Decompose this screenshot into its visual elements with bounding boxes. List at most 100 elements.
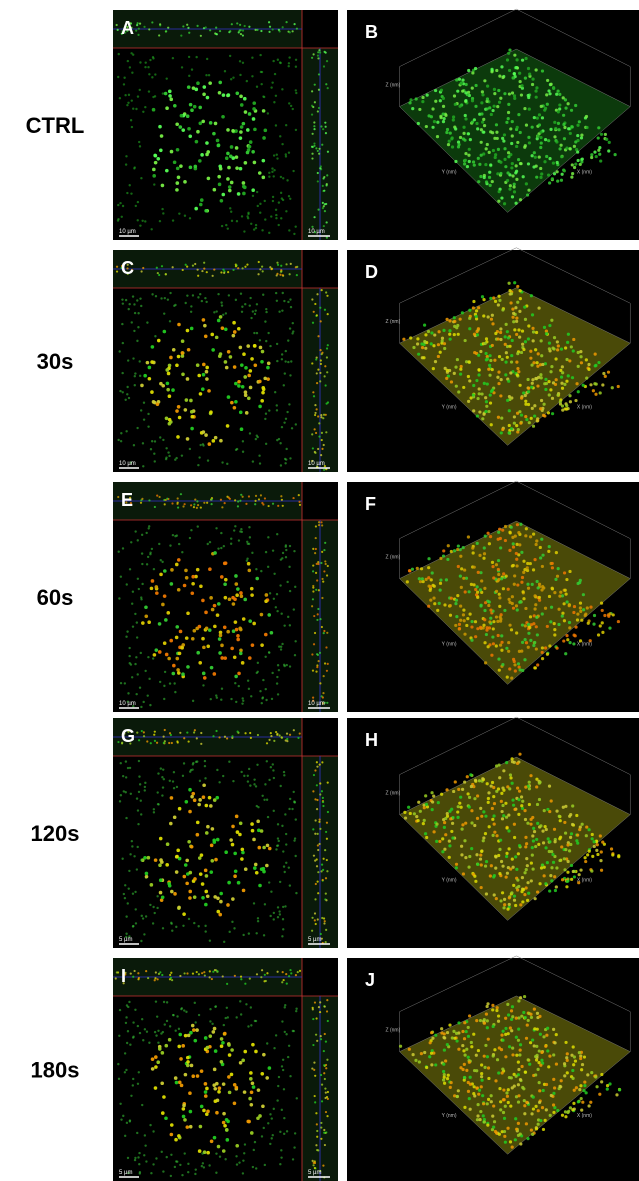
cell [581, 823, 584, 826]
cell [268, 232, 270, 234]
cell [137, 539, 139, 541]
cell [539, 546, 542, 549]
cell [274, 73, 276, 75]
cell [568, 570, 571, 573]
cell [541, 612, 544, 615]
cell [478, 369, 481, 372]
cell [283, 300, 285, 302]
cell [547, 1065, 550, 1068]
cell [575, 382, 578, 385]
cell [285, 448, 287, 450]
cell [460, 365, 463, 368]
cell [317, 881, 319, 883]
cell [519, 1142, 522, 1145]
cell [250, 593, 254, 597]
cell [546, 1027, 549, 1030]
cell [490, 113, 493, 116]
cell [226, 496, 228, 498]
cell [269, 26, 271, 28]
cell [235, 1155, 237, 1157]
cell [190, 311, 192, 313]
cell [117, 1063, 119, 1065]
cell [487, 1098, 490, 1101]
cell [260, 399, 264, 403]
cell [231, 129, 235, 133]
cell [529, 774, 532, 777]
cell [320, 1126, 322, 1128]
cell [323, 570, 325, 572]
cell [249, 1071, 253, 1075]
cell [440, 116, 443, 119]
cell [427, 330, 430, 333]
cell [607, 149, 610, 152]
cell [150, 448, 152, 450]
cell [517, 1134, 520, 1137]
cell [142, 442, 144, 444]
cell [235, 628, 239, 632]
cell [317, 613, 319, 615]
cell [147, 694, 149, 696]
cell [212, 1030, 216, 1034]
cell [152, 96, 154, 98]
cell [592, 389, 595, 392]
cell [316, 653, 318, 655]
cell [186, 1060, 190, 1064]
cell [519, 80, 522, 83]
cell [414, 1059, 417, 1062]
cell [206, 645, 210, 649]
cell [495, 563, 498, 566]
cell [517, 1122, 520, 1125]
cell [325, 893, 327, 895]
cell [220, 199, 224, 203]
cell [223, 1024, 225, 1026]
cell [506, 1003, 509, 1006]
cell [220, 532, 222, 534]
cell [320, 454, 322, 456]
cell [488, 354, 491, 357]
cell [253, 128, 257, 132]
cell [325, 52, 327, 54]
cell [618, 1088, 621, 1091]
cell [192, 1028, 196, 1032]
cell [499, 394, 502, 397]
cell [597, 361, 600, 364]
cell [224, 70, 226, 72]
cell [316, 372, 318, 374]
cell [266, 742, 268, 744]
cell [517, 531, 520, 534]
cell [314, 1167, 316, 1169]
cell [564, 1115, 567, 1118]
cell [227, 166, 231, 170]
cell [587, 1104, 590, 1107]
cell [149, 904, 151, 906]
cell [468, 309, 471, 312]
cell [279, 135, 281, 137]
cell [123, 83, 125, 85]
cell [319, 51, 321, 53]
cell [277, 971, 279, 973]
cell [475, 1054, 478, 1057]
cell [280, 646, 282, 648]
cell [497, 578, 500, 581]
cell [574, 104, 577, 107]
cell [276, 676, 278, 678]
cell [313, 311, 315, 313]
cell [517, 370, 520, 373]
cell [154, 506, 156, 508]
cell [500, 431, 503, 434]
cell [202, 92, 206, 96]
cell [233, 1083, 237, 1087]
cell [159, 971, 161, 973]
cell [313, 855, 315, 857]
cell [320, 125, 322, 127]
cell [313, 643, 315, 645]
cell [317, 51, 319, 53]
cell [491, 388, 494, 391]
cell [171, 388, 175, 392]
cell [327, 565, 329, 567]
cell [586, 853, 589, 856]
cell [462, 132, 465, 135]
cell [256, 820, 260, 824]
cell [159, 891, 163, 895]
cell [152, 168, 156, 172]
